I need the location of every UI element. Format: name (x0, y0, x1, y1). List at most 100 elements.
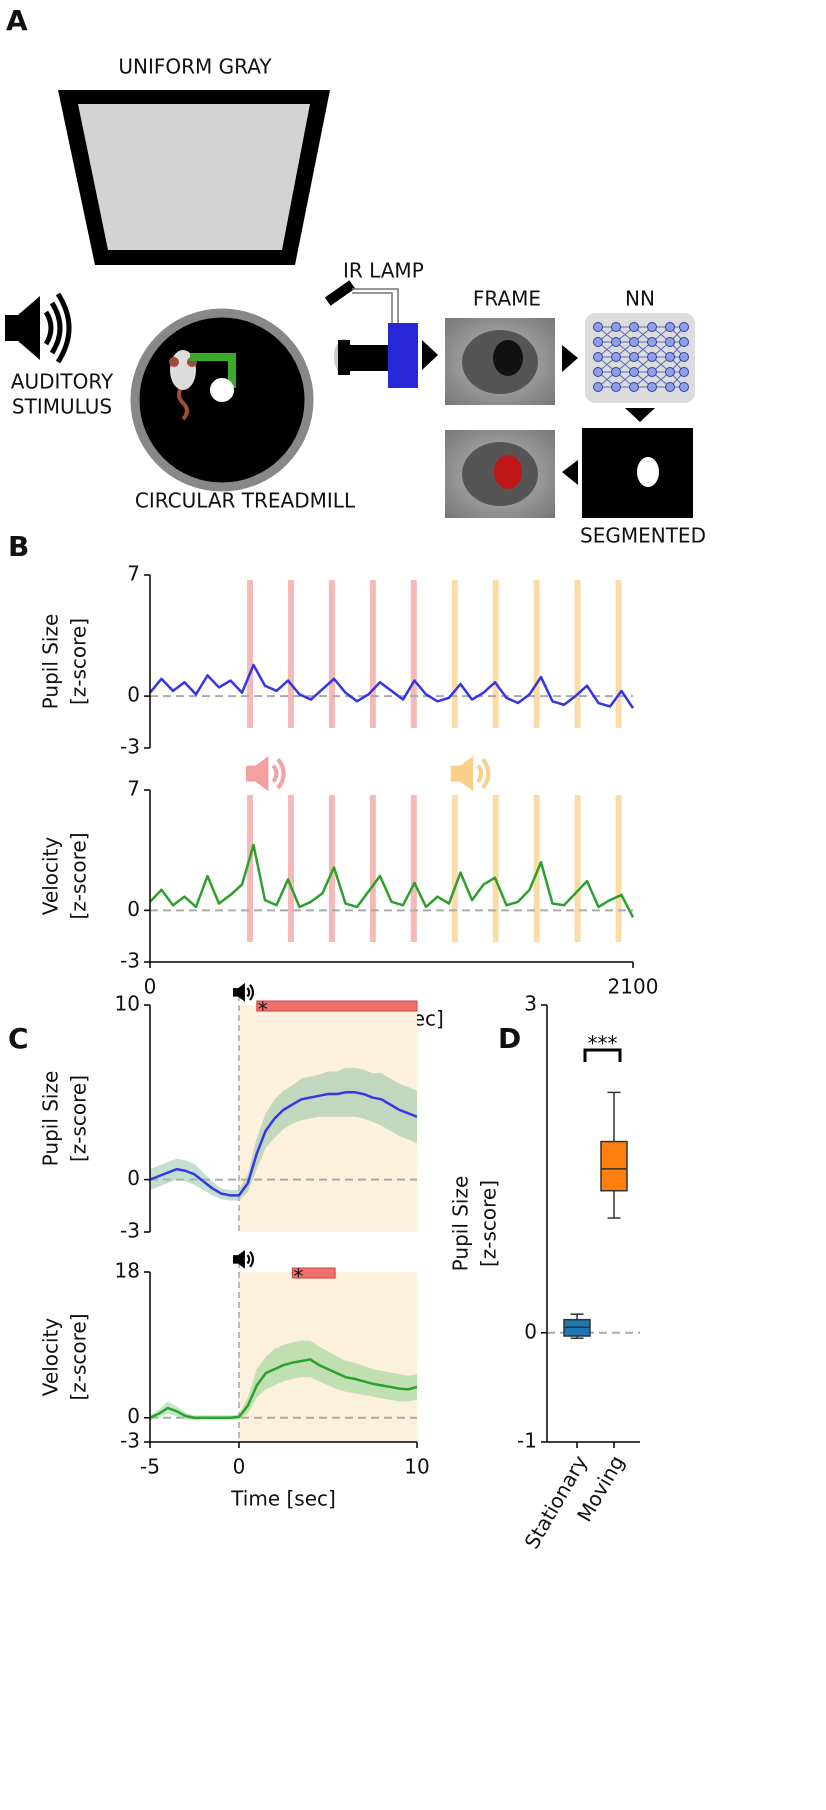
y-tick-label: 10 (115, 992, 140, 1016)
speaker-wave (246, 984, 255, 1001)
camera (324, 280, 438, 388)
stimulus-band (492, 795, 499, 942)
eye-segmented (445, 430, 555, 518)
nn-node (593, 367, 603, 377)
y-tick-label: -3 (120, 735, 140, 759)
stimulus-band (369, 580, 376, 728)
nn-node (611, 367, 621, 377)
y-axis-label: Velocity (39, 837, 63, 916)
nn-node (611, 382, 621, 392)
nn-node (679, 352, 689, 362)
treadmill (130, 308, 314, 492)
stimulus-band (410, 580, 417, 728)
speaker-icon (233, 1250, 255, 1269)
y-tick-label: 18 (115, 1259, 140, 1283)
stimulus-band (247, 580, 254, 728)
x-tick-label: 10 (404, 1455, 429, 1479)
trace (149, 1358, 418, 1419)
nn-node (611, 352, 621, 362)
significance-label: *** (588, 1032, 618, 1056)
nn-node (647, 367, 657, 377)
nn-node (629, 337, 639, 347)
speaker-wave (476, 757, 491, 790)
nn-node (647, 337, 657, 347)
significance-bar (256, 1000, 418, 1012)
nn-node (679, 367, 689, 377)
y-axis-label: [z-score] (67, 1313, 91, 1400)
y-axis-label: Pupil Size (39, 1071, 63, 1167)
stimulus-band (287, 795, 294, 942)
nn-node (593, 337, 603, 347)
x-tick-label: 2100 (608, 975, 659, 999)
stimulus-band (615, 795, 622, 942)
box (600, 1140, 628, 1192)
frame-label: FRAME (473, 287, 541, 311)
stimulus-band (574, 795, 581, 942)
nn-node (665, 352, 675, 362)
arrow (625, 408, 655, 422)
nn-node (679, 382, 689, 392)
nn-node (593, 352, 603, 362)
stimulus-band (451, 580, 458, 728)
stimulus-band (533, 795, 540, 942)
screen-label: UNIFORM GRAY (118, 55, 272, 79)
panel-a: A UNIFORM GRAY AUDITORY STIMULUS CIRCULA… (5, 4, 706, 548)
y-tick-label: -3 (120, 1429, 140, 1453)
speaker-body (233, 1250, 245, 1269)
x-axis-label: Time [sec] (230, 1487, 336, 1511)
nn-node (629, 367, 639, 377)
y-tick-label: 0 (127, 1404, 140, 1428)
speaker-icon (246, 756, 286, 792)
speaker-wave (271, 757, 286, 790)
stimulus-band (533, 580, 540, 728)
significance-label: * (293, 1265, 303, 1289)
arrow (562, 460, 578, 485)
lamp-label: IR LAMP (343, 259, 424, 283)
confidence-band (150, 1340, 417, 1421)
y-tick-label: 3 (524, 992, 537, 1016)
segmented-pupil (637, 457, 659, 487)
confidence-band (150, 1067, 417, 1201)
nn-node (665, 367, 675, 377)
x-tick-label: 0 (144, 975, 157, 999)
panel-label: B (8, 530, 29, 563)
screen-face (78, 104, 310, 250)
stimulus-band (247, 795, 254, 942)
nn-label: NN (625, 287, 655, 311)
y-tick-label: 7 (127, 562, 140, 586)
speaker-icon (450, 756, 491, 792)
trace (149, 1091, 418, 1197)
y-tick-label: -1 (517, 1429, 537, 1453)
treadmill-label: CIRCULAR TREADMILL (135, 489, 356, 513)
trace (149, 663, 635, 709)
x-tick-label: -5 (140, 1455, 160, 1479)
stimulus-band (410, 795, 417, 942)
y-tick-label: 0 (127, 897, 140, 921)
y-tick-label: -3 (120, 1219, 140, 1243)
y-axis-label: [z-score] (67, 1075, 91, 1162)
segmented-label: SEGMENTED (580, 524, 706, 548)
y-tick-label: 7 (127, 777, 140, 801)
nn-node (647, 382, 657, 392)
stimulus-band (574, 580, 581, 728)
nn-node (629, 382, 639, 392)
speaker-icon (233, 983, 255, 1002)
speaker-body (246, 756, 269, 792)
trace (149, 843, 635, 918)
stimulus-label: AUDITORY (11, 370, 114, 394)
stimulus-band (328, 580, 335, 728)
nn-node (629, 352, 639, 362)
stimulus-band (287, 580, 294, 728)
y-axis-label: Pupil Size (39, 614, 63, 710)
y-tick-label: 0 (524, 1319, 537, 1343)
significance-bar (291, 1267, 336, 1279)
stimulus-band (492, 580, 499, 728)
nn-node (629, 322, 639, 332)
stimulus-band (615, 580, 622, 728)
speaker-body (233, 983, 245, 1002)
nn-node (679, 337, 689, 347)
nn-node (647, 322, 657, 332)
y-axis-label: Pupil Size (449, 1176, 473, 1272)
nn-node (679, 322, 689, 332)
